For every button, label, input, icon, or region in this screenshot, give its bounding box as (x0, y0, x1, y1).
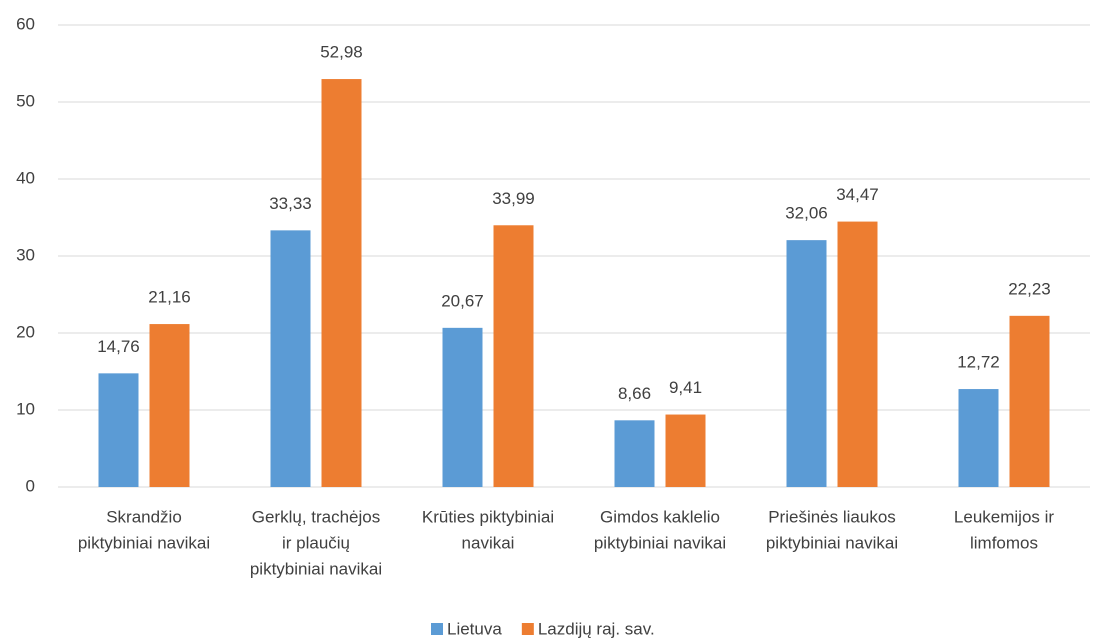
y-tick-label: 50 (16, 91, 35, 110)
y-tick-label: 30 (16, 245, 35, 264)
data-label: 21,16 (148, 288, 191, 307)
data-label: 20,67 (441, 291, 484, 310)
bar (665, 414, 706, 487)
x-tick-label: limfomos (970, 533, 1038, 552)
x-tick-label: piktybiniai navikai (594, 533, 726, 552)
bar (1009, 315, 1050, 487)
x-tick-label: piktybiniai navikai (78, 533, 210, 552)
legend-label: Lazdijų raj. sav. (538, 619, 655, 638)
x-tick-label: ir plaučių (282, 533, 350, 552)
bar (958, 389, 999, 487)
x-tick-label: Gerklų, trachėjos (252, 507, 381, 526)
data-label: 12,72 (957, 353, 1000, 372)
data-label: 14,76 (97, 337, 140, 356)
legend-label: Lietuva (447, 619, 502, 638)
bar (321, 79, 362, 487)
data-label: 9,41 (669, 378, 702, 397)
y-tick-label: 40 (16, 168, 35, 187)
y-tick-label: 0 (26, 476, 35, 495)
bar (837, 221, 878, 487)
legend-swatch (431, 623, 443, 635)
y-tick-label: 10 (16, 399, 35, 418)
bar (442, 327, 483, 487)
bar (614, 420, 655, 487)
data-label: 52,98 (320, 43, 363, 62)
data-label: 34,47 (836, 185, 879, 204)
legend-swatch (521, 623, 534, 635)
bar (786, 240, 827, 487)
y-tick-label: 60 (16, 14, 35, 33)
x-tick-label: Krūties piktybiniai (422, 507, 554, 526)
data-label: 32,06 (785, 204, 828, 223)
data-label: 33,99 (492, 189, 535, 208)
bar (493, 225, 534, 488)
y-tick-label: 20 (16, 322, 35, 341)
bar (98, 373, 139, 487)
data-label: 8,66 (618, 384, 651, 403)
x-tick-label: piktybiniai navikai (250, 559, 382, 578)
x-tick-label: Leukemijos ir (954, 507, 1054, 526)
bar (149, 324, 190, 487)
x-tick-label: Gimdos kaklelio (600, 507, 720, 526)
x-tick-label: piktybiniai navikai (766, 533, 898, 552)
bar (270, 230, 311, 487)
data-label: 33,33 (269, 194, 312, 213)
data-label: 22,23 (1008, 279, 1051, 298)
x-tick-label: Priešinės liaukos (768, 507, 896, 526)
x-tick-label: Skrandžio (106, 507, 182, 526)
x-tick-label: navikai (462, 533, 515, 552)
